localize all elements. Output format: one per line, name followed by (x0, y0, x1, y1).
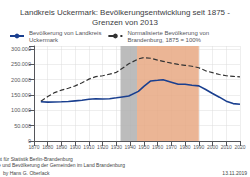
svg-text:0: 0 (27, 138, 31, 144)
svg-text:150.000: 150.000 (11, 92, 31, 98)
svg-text:1950: 1950 (138, 144, 149, 150)
svg-text:Grenzen von 2013: Grenzen von 2013 (92, 18, 158, 27)
svg-text:1890: 1890 (56, 144, 67, 150)
svg-text:250.000: 250.000 (11, 61, 31, 67)
svg-text:1940: 1940 (125, 144, 136, 150)
svg-text:Brandenburg, 1875 = 100%: Brandenburg, 1875 = 100% (127, 37, 201, 43)
svg-text:1970: 1970 (166, 144, 177, 150)
svg-text:50.000: 50.000 (14, 123, 31, 129)
svg-text:13.11.2019: 13.11.2019 (222, 170, 247, 176)
svg-text:1960: 1960 (152, 144, 163, 150)
svg-text:1930: 1930 (111, 144, 122, 150)
svg-text:Uckermark: Uckermark (29, 37, 59, 43)
svg-text:by Hans G. Oberlack: by Hans G. Oberlack (3, 170, 50, 176)
svg-text:1900: 1900 (70, 144, 81, 150)
svg-text:1980: 1980 (180, 144, 191, 150)
svg-text:Landkreis Uckermark: Bevölkeru: Landkreis Uckermark: Bevölkerungsentwick… (20, 8, 230, 17)
svg-text:1990: 1990 (193, 144, 204, 150)
svg-text:2020: 2020 (234, 144, 245, 150)
svg-text:1880: 1880 (42, 144, 53, 150)
svg-text:1920: 1920 (97, 144, 108, 150)
svg-text:100.000: 100.000 (11, 107, 31, 113)
svg-text:Bevölkerung von Landkreis: Bevölkerung von Landkreis (29, 30, 101, 36)
svg-text:2010: 2010 (221, 144, 232, 150)
svg-text:300.000: 300.000 (11, 46, 31, 52)
svg-text:Normalisierte Bevölkerung von: Normalisierte Bevölkerung von (127, 30, 209, 36)
svg-text:Historische Gemeindeverzeichni: Historische Gemeindeverzeichnisse und Be… (0, 162, 125, 168)
svg-text:2000: 2000 (207, 144, 218, 150)
svg-text:200.000: 200.000 (11, 77, 31, 83)
svg-text:1870: 1870 (28, 144, 39, 150)
svg-text:1910: 1910 (83, 144, 94, 150)
